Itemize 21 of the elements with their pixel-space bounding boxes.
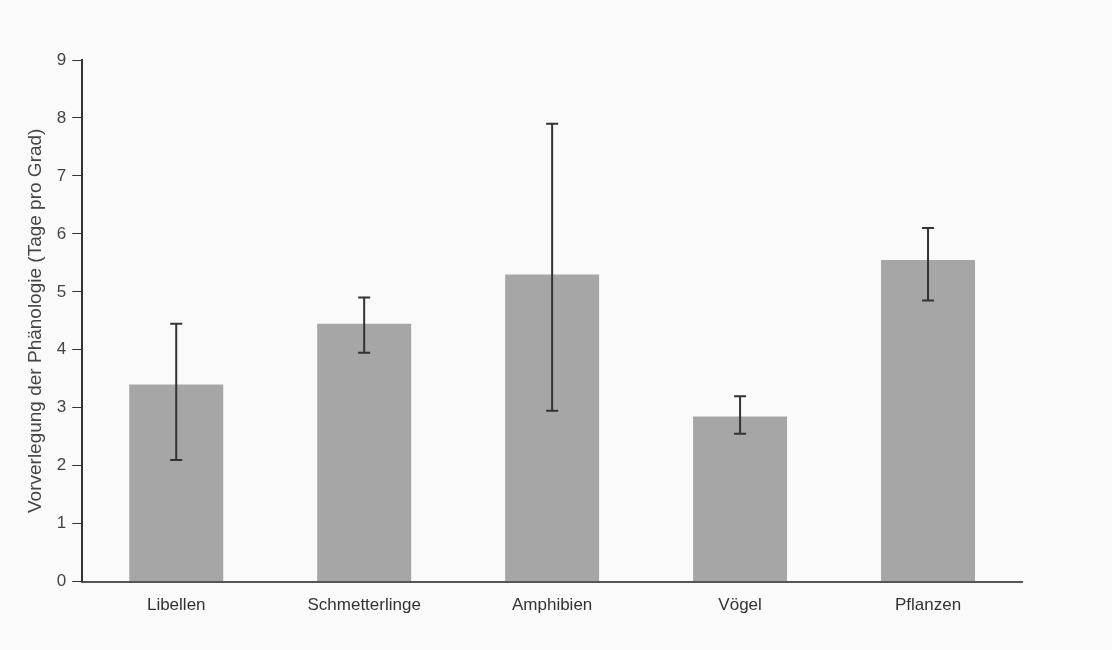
bar (129, 384, 224, 582)
y-tick-label: 9 (56, 49, 67, 69)
y-tick-label: 1 (56, 513, 67, 533)
x-tick-label: Libellen (146, 595, 206, 615)
y-tick-label: 4 (56, 339, 67, 359)
x-tick-label: Vögel (718, 595, 762, 615)
y-tick-label: 8 (56, 107, 67, 127)
y-tick-label: 5 (56, 281, 67, 301)
x-tick-label: Pflanzen (894, 595, 962, 615)
y-axis-title: Vorverlegung der Phänologie (Tage pro Grad) (23, 128, 45, 514)
y-tick-label: 6 (56, 223, 67, 243)
bar (881, 259, 976, 582)
y-tick-label: 0 (56, 571, 67, 591)
y-tick-label: 3 (56, 397, 67, 417)
bar (317, 323, 412, 582)
bar (693, 416, 788, 582)
x-tick-label: Schmetterlinge (307, 595, 421, 615)
bar (505, 274, 600, 582)
x-tick-label: Amphibien (511, 595, 593, 615)
y-tick-label: 7 (56, 165, 67, 185)
y-tick-label: 2 (56, 455, 67, 475)
